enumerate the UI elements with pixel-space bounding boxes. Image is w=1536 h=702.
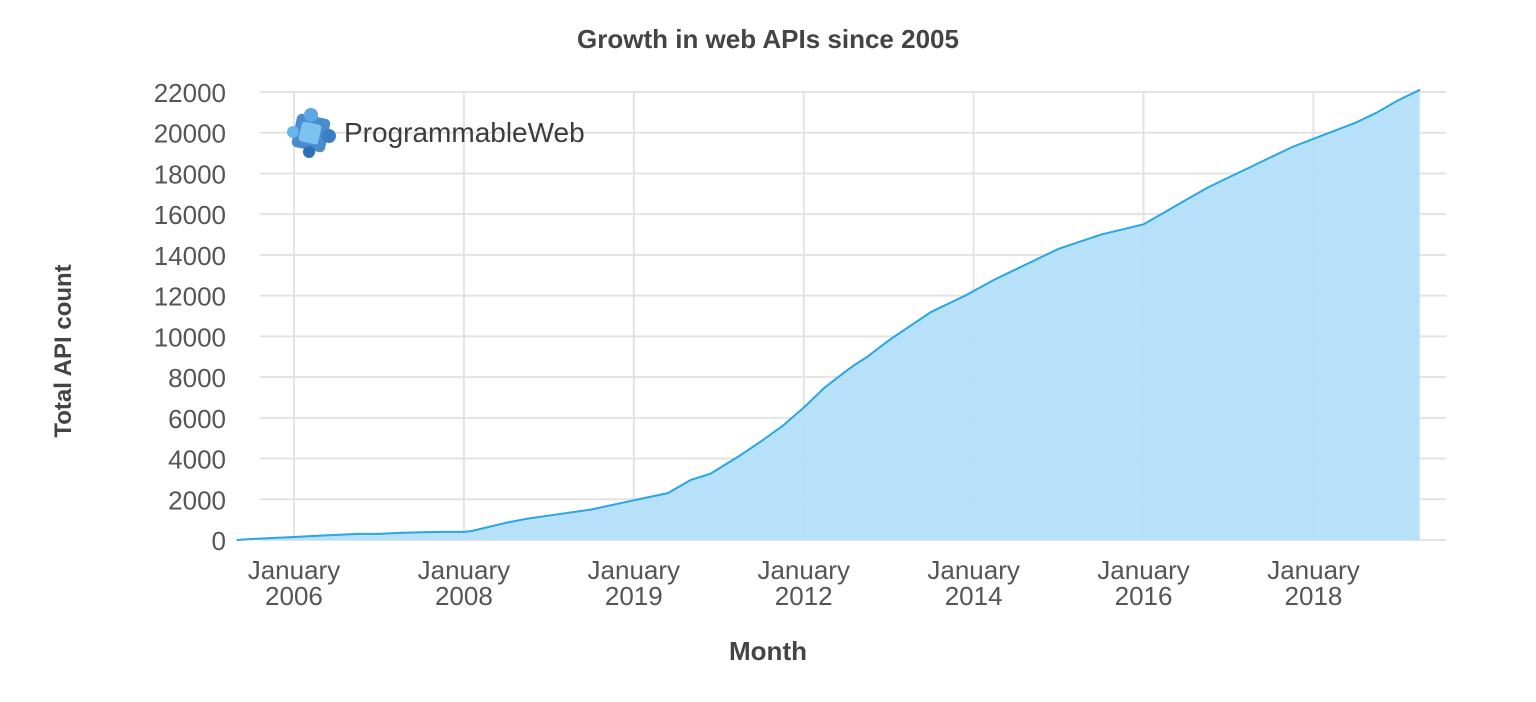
x-axis-ticks: January2006January2008January2019January… (248, 555, 1360, 611)
data-point (236, 539, 238, 541)
data-point (250, 538, 253, 540)
data-point (1142, 223, 1145, 226)
data-point (964, 294, 966, 297)
data-point (463, 531, 465, 533)
data-point (1100, 233, 1102, 236)
x-axis-title: Month (729, 636, 807, 666)
data-point (378, 533, 380, 535)
data-point (1036, 258, 1039, 260)
x-tick-label: 2014 (945, 581, 1003, 611)
x-tick-label: 2018 (1285, 581, 1343, 611)
y-tick-label: 20000 (154, 119, 226, 149)
x-tick-label: January (588, 555, 681, 585)
y-tick-label: 14000 (154, 241, 226, 271)
data-point (633, 499, 635, 502)
data-point (441, 531, 444, 533)
x-tick-label: 2012 (775, 581, 833, 611)
x-tick-label: 2016 (1115, 581, 1173, 611)
y-tick-label: 8000 (168, 363, 226, 393)
x-tick-label: 2006 (265, 581, 323, 611)
area-layer (236, 89, 1421, 541)
data-point (781, 425, 784, 427)
y-tick-label: 6000 (168, 404, 226, 434)
data-point (760, 440, 763, 443)
logo-text: ProgrammableWeb (344, 117, 585, 148)
area-fill (237, 89, 1420, 541)
data-point (666, 492, 669, 494)
data-point (526, 517, 529, 520)
y-axis-title: Total API count (50, 264, 77, 437)
data-point (271, 537, 274, 539)
data-point (399, 532, 401, 534)
x-tick-label: January (418, 555, 511, 585)
data-point (420, 531, 423, 534)
data-point (1291, 146, 1294, 148)
x-tick-label: January (1267, 555, 1360, 585)
data-point (1206, 186, 1209, 189)
data-point (1418, 89, 1421, 91)
data-point (505, 521, 508, 524)
y-tick-label: 12000 (154, 282, 226, 312)
y-axis-ticks: 0 2000 4000 6000 8000 10000 12000 14000 16000 180… (154, 78, 226, 556)
data-point (866, 355, 869, 358)
puzzle-piece-icon (287, 108, 336, 158)
data-point (1057, 248, 1060, 250)
x-tick-label: January (1097, 555, 1190, 585)
data-point (1355, 121, 1357, 124)
data-point (356, 533, 359, 535)
data-point (1376, 111, 1378, 114)
x-tick-label: January (927, 555, 1020, 585)
data-point (853, 364, 856, 366)
data-point (930, 311, 932, 313)
x-tick-label: 2019 (605, 581, 663, 611)
data-point (824, 386, 826, 389)
x-tick-label: January (757, 555, 850, 585)
data-point (994, 278, 996, 281)
y-tick-label: 22000 (154, 78, 226, 108)
data-point (1397, 99, 1400, 101)
data-point (1270, 156, 1272, 158)
data-point (293, 536, 295, 538)
data-point (314, 535, 317, 537)
data-point (1248, 166, 1251, 169)
data-point (887, 339, 890, 342)
series-line (236, 89, 1421, 541)
y-tick-label: 4000 (168, 445, 226, 475)
data-point (689, 479, 692, 481)
data-point (590, 508, 593, 511)
chart-title: Growth in web APIs since 2005 (577, 24, 959, 54)
x-tick-label: 2008 (435, 581, 493, 611)
data-point (1312, 138, 1315, 140)
data-point (1333, 129, 1336, 132)
data-point (802, 406, 805, 409)
data-point (1015, 268, 1017, 270)
data-point (1163, 211, 1166, 213)
y-tick-label: 18000 (154, 159, 226, 189)
data-point (471, 530, 474, 532)
data-point (484, 526, 486, 529)
data-point (1185, 199, 1187, 201)
data-point (548, 514, 550, 517)
data-point (1227, 176, 1230, 179)
y-tick-label: 2000 (168, 485, 226, 515)
y-tick-label: 0 (212, 526, 226, 556)
data-point (845, 370, 848, 372)
logo: ProgrammableWeb (287, 108, 585, 158)
y-tick-label: 10000 (154, 322, 226, 352)
y-tick-label: 16000 (154, 200, 226, 230)
data-point (335, 534, 338, 536)
data-point (739, 454, 741, 457)
x-tick-label: January (248, 555, 341, 585)
data-point (709, 473, 712, 475)
